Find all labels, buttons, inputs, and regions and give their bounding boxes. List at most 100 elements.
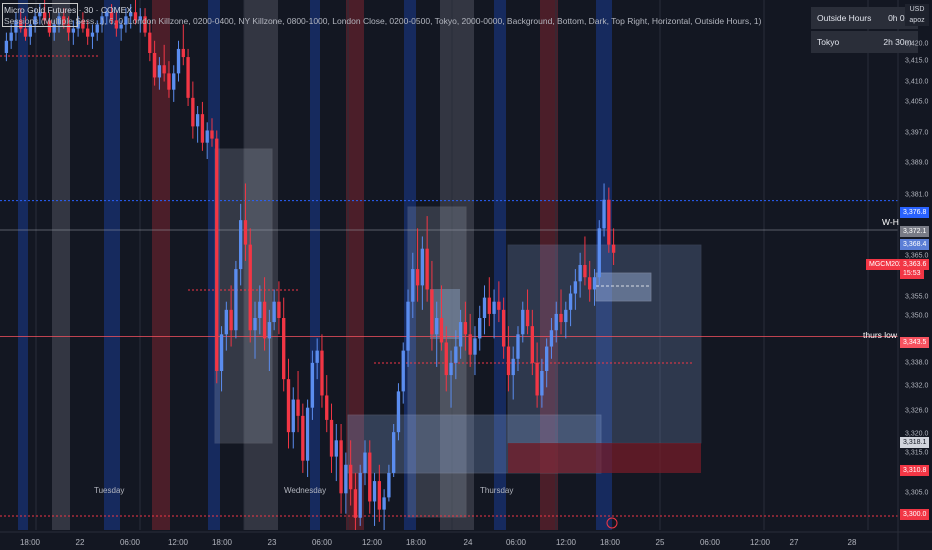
fvg-box (595, 272, 652, 302)
alert-icon (606, 517, 618, 529)
candle-body (219, 334, 224, 371)
time-tick-label: 25 (655, 538, 665, 547)
candle-body (516, 334, 520, 359)
candle-body (320, 350, 324, 396)
candle-body (564, 309, 568, 323)
candle-body (415, 269, 420, 286)
time-tick-label: 22 (75, 538, 85, 547)
bar-countdown-tag: 15:53 (900, 268, 924, 279)
candle-body (597, 228, 601, 278)
candle-body (358, 472, 362, 518)
tokyo-session-band (494, 0, 506, 530)
candle-body (124, 16, 128, 25)
tokyo-session-band (104, 0, 120, 530)
candle-body (497, 301, 501, 310)
price-tick-label: 3,405.0 (905, 98, 929, 106)
candle-body (114, 20, 119, 29)
currency-label: USD (909, 6, 925, 13)
candle-body (492, 301, 496, 314)
candle-body (444, 342, 448, 376)
candle-body (396, 391, 401, 433)
candle-body (176, 48, 181, 74)
price-tick-label: 3,381.0 (905, 191, 929, 199)
candle-body (449, 362, 453, 376)
candle-body (119, 24, 123, 29)
candle-body (143, 16, 147, 33)
candle-body (382, 497, 386, 510)
thurs-low-label: thurs low (863, 330, 898, 340)
session-label: Tokyo (811, 31, 878, 53)
price-tick-label: 3,410.0 (905, 78, 929, 86)
candle-body (458, 322, 463, 347)
candle-body (549, 330, 554, 347)
candle-body (454, 346, 458, 363)
candle-body (372, 481, 377, 502)
time-tick-label: 18:00 (599, 538, 621, 547)
fvg-box-small (430, 289, 460, 339)
time-tick-label: 23 (267, 538, 277, 547)
candle-body (339, 440, 343, 494)
sessions-indicator-label[interactable]: Sessions (Multiple Sess...), 6, 0, Londo… (4, 16, 762, 26)
demand-zone (507, 244, 702, 444)
candle-body (253, 318, 257, 331)
candle-body (425, 248, 429, 290)
time-tick-label: 18:00 (19, 538, 41, 547)
candle-body (215, 138, 219, 371)
candle-body (305, 407, 310, 461)
candle-body (28, 24, 32, 37)
candle-body (506, 346, 511, 376)
price-tag-weekly-high: 3,376.8 (900, 207, 930, 218)
candle-body (420, 248, 425, 286)
candle-body (478, 318, 482, 339)
candle-body (62, 16, 66, 25)
candle-body (238, 220, 243, 270)
currency-unit-selector[interactable]: USD apoz (905, 4, 929, 26)
candle-body (205, 130, 209, 143)
time-tick-label: 18:00 (405, 538, 427, 547)
candle-body (243, 220, 248, 245)
candle-body (578, 265, 582, 282)
london-session-band (152, 0, 170, 530)
candle-body (592, 277, 597, 290)
candle-body (439, 318, 444, 343)
candle-body (186, 57, 190, 98)
candle-body (66, 24, 71, 33)
candle-body (315, 350, 319, 363)
candle-body (325, 395, 329, 420)
candle-body (109, 12, 114, 21)
candle-body (191, 97, 195, 127)
weekly-high-label: W-H (882, 217, 899, 227)
session-row: Tokyo 2h 30m (811, 31, 918, 53)
candle-body (195, 114, 200, 127)
candlestick-series (4, 0, 616, 530)
price-tick-label: 3,305.0 (905, 489, 929, 497)
candle-body (258, 301, 262, 318)
candle-body (611, 244, 616, 253)
candle-body (105, 12, 109, 17)
candle-body (301, 415, 305, 461)
candle-body (210, 130, 214, 139)
london-session-band (540, 0, 558, 530)
price-tag: 3,310.8 (900, 465, 930, 476)
candle-body (133, 12, 138, 21)
time-tick-label: 06:00 (699, 538, 721, 547)
legend-selection-box[interactable] (2, 3, 78, 27)
candle-body (272, 301, 276, 323)
candle-body (282, 318, 286, 380)
time-tick-label: 12:00 (555, 538, 577, 547)
candle-body (42, 12, 47, 21)
symbol-title[interactable]: Micro Gold Futures · 30 · COMEX (4, 5, 133, 15)
candle-body (401, 350, 405, 392)
candle-body (33, 16, 37, 25)
candle-body (435, 318, 439, 335)
candle-body (573, 281, 578, 294)
price-tick-label: 3,397.0 (905, 129, 929, 137)
price-tick-label: 3,350.0 (905, 312, 929, 320)
candle-body (9, 32, 13, 41)
candle-body (90, 32, 95, 37)
candle-body (411, 269, 415, 302)
candle-body (181, 48, 185, 58)
tokyo-session-band (596, 0, 612, 530)
candle-body (535, 362, 539, 396)
